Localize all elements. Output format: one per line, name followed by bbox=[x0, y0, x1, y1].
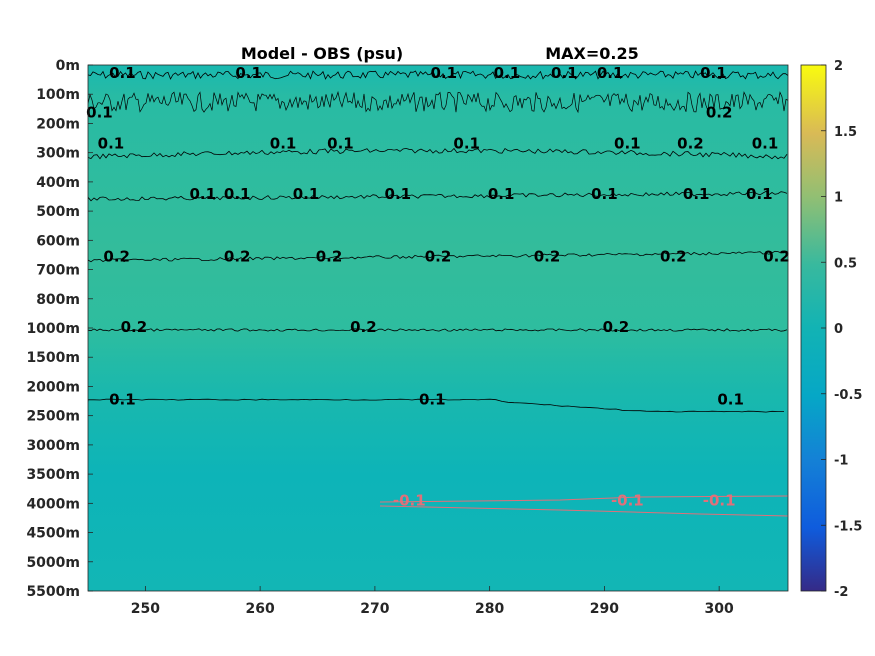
colorbar-tick-label: -1 bbox=[834, 454, 848, 469]
contour-label: 0.2 bbox=[763, 248, 790, 266]
contour-label: 0.1 bbox=[419, 391, 446, 409]
contour-line bbox=[88, 250, 788, 263]
contour-line bbox=[88, 398, 784, 413]
x-tick-label: 260 bbox=[246, 601, 275, 617]
y-tick-label: 0m bbox=[56, 58, 80, 74]
contour-label: 0.1 bbox=[683, 185, 710, 203]
x-tick-label: 250 bbox=[131, 601, 160, 617]
contour-label: 0.1 bbox=[98, 135, 125, 153]
y-tick-label: 500m bbox=[36, 204, 80, 220]
chart-title: Model - OBS (psu) bbox=[241, 44, 403, 63]
colorbar-ticks: 2 1.5 1 0.5 0 -0.5 -1 -1.5 -2 bbox=[821, 59, 862, 600]
chart-max-label: MAX=0.25 bbox=[545, 44, 639, 63]
contour-line bbox=[88, 90, 788, 114]
contour-line bbox=[88, 328, 788, 332]
y-tick-label: 4000m bbox=[26, 496, 80, 512]
y-tick-label: 400m bbox=[36, 175, 80, 191]
contour-label: 0.1 bbox=[189, 185, 216, 203]
contour-label: 0.2 bbox=[677, 135, 704, 153]
contour-label: 0.2 bbox=[603, 318, 630, 336]
contour-label: 0.1 bbox=[717, 391, 744, 409]
contour-label: 0.1 bbox=[453, 135, 480, 153]
contour-label: 0.2 bbox=[350, 318, 377, 336]
contour-label: -0.1 bbox=[393, 491, 426, 509]
contour-label: 0.1 bbox=[752, 135, 779, 153]
y-tick-label: 4500m bbox=[26, 526, 80, 542]
contour-label: 0.2 bbox=[224, 248, 251, 266]
colorbar-tick-label: -1.5 bbox=[834, 519, 862, 534]
y-tick-label: 5500m bbox=[26, 584, 80, 600]
contour-line-negative bbox=[379, 495, 788, 503]
y-tick-label: 200m bbox=[36, 116, 80, 132]
y-tick-label: 1500m bbox=[26, 350, 80, 366]
contour-label: 0.1 bbox=[270, 135, 297, 153]
x-tick-label: 300 bbox=[705, 601, 734, 617]
contour-label: 0.2 bbox=[316, 248, 343, 266]
x-tick-label: 270 bbox=[360, 601, 389, 617]
contour-label: 0.2 bbox=[706, 103, 733, 121]
colorbar-tick-label: -2 bbox=[834, 585, 848, 600]
contour-labels: 0.1 0.1 0.1 0.1 0.1 0.1 0.1 0.1 0.2 0.1 0.1 0.1 0.1 0… bbox=[86, 64, 790, 509]
contour-label: 0.1 bbox=[109, 64, 136, 82]
y-tick-label: 3000m bbox=[26, 438, 80, 454]
colorbar-tick-label: 1 bbox=[834, 191, 843, 206]
contour-label: 0.1 bbox=[293, 185, 320, 203]
y-axis: 0m 100m 200m 300m 400m 500m 600m 700m 800m 1000m 1… bbox=[26, 58, 93, 600]
contour-label: 0.1 bbox=[235, 64, 262, 82]
colorbar-tick-label: 2 bbox=[834, 59, 843, 74]
colorbar-tick-label: -0.5 bbox=[834, 388, 862, 403]
colorbar-tick-label: 0.5 bbox=[834, 256, 857, 271]
contour-line bbox=[88, 70, 788, 80]
contour-label: 0.1 bbox=[614, 135, 641, 153]
contour-line bbox=[88, 190, 788, 202]
x-axis: 250 260 270 280 290 300 bbox=[131, 586, 734, 617]
y-tick-label: 1000m bbox=[26, 321, 80, 337]
x-tick-label: 280 bbox=[475, 601, 504, 617]
contour-label: -0.1 bbox=[703, 491, 736, 509]
contour-label: 0.2 bbox=[425, 248, 452, 266]
y-tick-label: 100m bbox=[36, 87, 80, 103]
contour-label: 0.1 bbox=[591, 185, 618, 203]
contour-line bbox=[88, 147, 788, 160]
y-tick-label: 5000m bbox=[26, 555, 80, 571]
colorbar-tick-label: 0 bbox=[834, 322, 843, 337]
contour-label: 0.1 bbox=[224, 185, 251, 203]
colorbar-tick-label: 1.5 bbox=[834, 125, 857, 140]
contour-label: 0.1 bbox=[86, 103, 113, 121]
y-tick-label: 2000m bbox=[26, 379, 80, 395]
contour-label: 0.1 bbox=[551, 64, 578, 82]
contour-label: 0.1 bbox=[430, 64, 457, 82]
y-tick-label: 700m bbox=[36, 263, 80, 279]
contour-label: 0.2 bbox=[103, 248, 130, 266]
y-tick-label: 800m bbox=[36, 292, 80, 308]
contour-label: 0.2 bbox=[660, 248, 687, 266]
contour-label: 0.1 bbox=[494, 64, 521, 82]
contour-label: 0.1 bbox=[385, 185, 412, 203]
contour-label: 0.1 bbox=[109, 391, 136, 409]
x-tick-label: 290 bbox=[590, 601, 619, 617]
contour-label: 0.2 bbox=[121, 318, 148, 336]
contour-label: 0.2 bbox=[534, 248, 561, 266]
y-tick-label: 300m bbox=[36, 146, 80, 162]
contour-label: -0.1 bbox=[611, 491, 644, 509]
contour-label: 0.1 bbox=[327, 135, 354, 153]
y-tick-label: 600m bbox=[36, 233, 80, 249]
contour-label: 0.1 bbox=[597, 64, 624, 82]
contour-lines bbox=[88, 70, 788, 517]
contour-line-negative bbox=[379, 505, 788, 517]
y-tick-label: 2500m bbox=[26, 409, 80, 425]
y-tick-label: 3500m bbox=[26, 467, 80, 483]
contour-label: 0.1 bbox=[700, 64, 727, 82]
contour-label: 0.1 bbox=[746, 185, 773, 203]
contour-label: 0.1 bbox=[488, 185, 515, 203]
